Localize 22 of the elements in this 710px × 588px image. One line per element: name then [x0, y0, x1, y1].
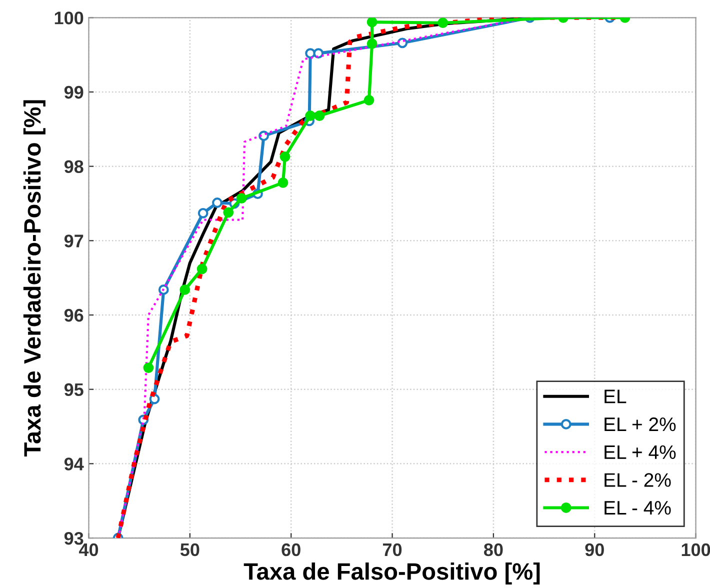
x-tick-label: 90	[585, 543, 604, 556]
y-tick-label: 97	[64, 234, 84, 248]
x-tick-label: 40	[78, 543, 98, 556]
x-tick-label: 100	[682, 543, 710, 556]
legend-label: EL - 2%	[604, 473, 671, 487]
legend-label: EL	[604, 390, 626, 404]
x-axis-title: Taxa de Falso-Positivo [%]	[244, 562, 540, 584]
y-tick-label: 98	[64, 160, 84, 174]
legend-label: EL + 2%	[604, 417, 676, 432]
legend-label: EL + 4%	[604, 445, 676, 459]
x-tick-label: 50	[180, 543, 200, 556]
x-tick-label: 60	[282, 543, 300, 556]
y-tick-label: 93	[64, 532, 84, 545]
y-tick-label: 96	[64, 308, 84, 322]
y-axis-title: Taxa de Verdadeiro-Positivo [%]	[23, 100, 46, 456]
x-tick-label: 70	[383, 543, 402, 556]
y-tick-label: 94	[64, 458, 84, 470]
y-tick-label: 100	[54, 12, 84, 24]
y-tick-label: 95	[64, 383, 84, 396]
x-tick-label: 80	[484, 543, 503, 556]
legend-label: EL - 4%	[604, 501, 671, 515]
y-tick-label: 99	[64, 86, 84, 99]
